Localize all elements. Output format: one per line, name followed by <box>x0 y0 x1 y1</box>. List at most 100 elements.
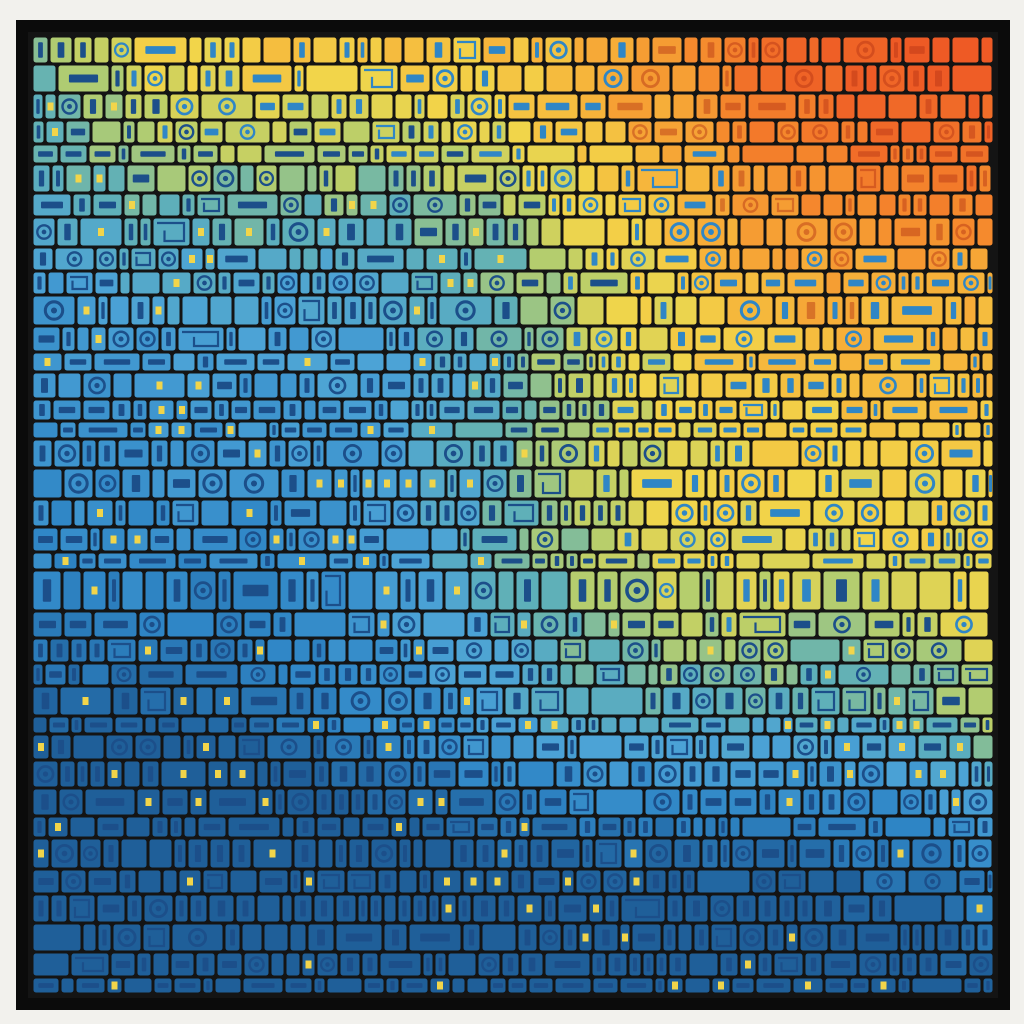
bar-glyph <box>647 359 666 365</box>
circle-glyph <box>972 956 990 973</box>
mosaic-tile <box>767 165 788 192</box>
mosaic-tile <box>641 400 653 420</box>
circle-glyph <box>968 792 988 812</box>
circle-glyph-dot <box>41 229 47 235</box>
bar-glyph <box>658 46 676 54</box>
mosaic-tile <box>771 194 799 216</box>
bar-glyph <box>301 844 309 863</box>
bar-glyph <box>949 449 973 458</box>
bar-glyph <box>70 128 86 136</box>
bar-glyph <box>95 798 125 806</box>
bar-glyph <box>516 148 521 160</box>
circle-glyph <box>716 504 735 522</box>
mosaic-tile <box>880 440 908 467</box>
maze-glyph <box>867 642 885 659</box>
bar-glyph <box>598 403 605 417</box>
circle-glyph-dot <box>442 75 448 82</box>
circle-glyph-dot <box>450 450 457 457</box>
bar-glyph <box>438 957 443 972</box>
bar-glyph <box>289 474 297 493</box>
bar-glyph <box>273 766 278 782</box>
bar-glyph <box>704 359 734 365</box>
circle-glyph <box>291 445 308 462</box>
bar-glyph <box>402 900 407 917</box>
circle-glyph <box>796 738 815 756</box>
bar-glyph <box>543 406 556 414</box>
yellow-accent-glyph <box>478 557 484 565</box>
circle-glyph-dot <box>245 129 250 135</box>
bar-glyph <box>681 276 685 290</box>
circle-glyph <box>434 666 451 683</box>
mosaic-tile <box>306 65 358 92</box>
maze-glyph <box>538 472 562 495</box>
yellow-accent-glyph <box>304 358 311 366</box>
mosaic-tile <box>271 953 284 976</box>
bar-glyph <box>871 579 880 602</box>
bar-glyph <box>93 532 97 547</box>
circle-glyph-dot <box>357 698 364 704</box>
bar-glyph <box>687 874 691 889</box>
bar-glyph <box>730 381 747 390</box>
yellow-accent-glyph <box>470 877 477 886</box>
bar-glyph <box>307 427 322 433</box>
bar-glyph <box>429 403 434 417</box>
circle-glyph-dot <box>968 280 974 286</box>
bar-glyph <box>426 823 440 831</box>
circle-glyph-dot <box>71 879 76 884</box>
bar-glyph <box>502 301 510 320</box>
yellow-accent-glyph <box>953 798 959 806</box>
mosaic-tile <box>943 353 968 371</box>
bar-glyph <box>772 929 779 946</box>
bar-glyph <box>725 692 734 710</box>
bar-glyph <box>65 151 82 157</box>
mosaic-tile <box>742 248 770 270</box>
circle-glyph <box>350 691 371 711</box>
circle-glyph-dot <box>67 104 72 109</box>
bar-glyph <box>274 151 305 157</box>
mosaic-tile <box>686 639 697 662</box>
yellow-accent-glyph <box>134 535 141 544</box>
mosaic-tile <box>662 145 682 163</box>
bar-glyph <box>570 739 574 755</box>
circle-glyph-dot <box>812 256 817 262</box>
mosaic-tile <box>61 978 74 993</box>
bar-glyph <box>322 151 341 157</box>
bar-glyph <box>206 980 210 991</box>
bar-glyph <box>36 125 41 139</box>
circle-glyph <box>190 443 211 464</box>
circle-glyph-dot <box>961 621 967 628</box>
circle-glyph-dot <box>921 450 928 457</box>
yellow-accent-glyph <box>789 933 795 942</box>
mosaic-tile <box>901 165 930 192</box>
bar-glyph <box>320 900 328 917</box>
mosaic-tile <box>699 296 725 325</box>
bar-glyph <box>127 125 131 139</box>
bar-glyph <box>333 558 349 564</box>
bar-glyph <box>742 900 750 917</box>
bar-glyph <box>773 403 777 417</box>
mosaic-tile <box>254 373 278 398</box>
maze-glyph <box>782 873 802 890</box>
mosaic-tile <box>601 717 617 733</box>
mosaic-tile <box>51 500 72 526</box>
bar-glyph <box>541 823 568 831</box>
bar-glyph <box>761 849 780 858</box>
circle-glyph-dot <box>250 480 258 487</box>
mosaic-tile <box>113 373 132 398</box>
mosaic-tile <box>809 37 819 63</box>
bar-glyph <box>452 223 459 241</box>
bar-glyph <box>439 356 446 368</box>
circle-glyph-dot <box>397 202 403 208</box>
bar-glyph <box>846 406 863 414</box>
maze-glyph <box>73 898 91 919</box>
bar-glyph <box>104 445 110 462</box>
bar-glyph <box>603 474 610 493</box>
circle-glyph <box>62 793 80 811</box>
mosaic-tile <box>408 440 434 467</box>
bar-glyph <box>763 579 767 602</box>
mosaic-tile <box>304 194 322 216</box>
circle-glyph <box>861 764 881 784</box>
bar-glyph <box>974 766 979 782</box>
circle-glyph <box>332 275 349 291</box>
bar-glyph <box>103 620 128 629</box>
